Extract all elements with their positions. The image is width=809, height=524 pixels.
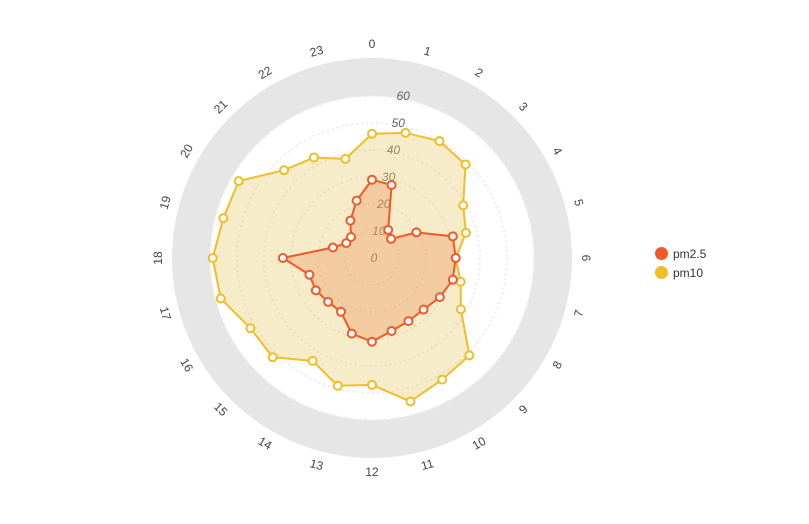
data-point[interactable] — [215, 293, 226, 304]
angle-tick-label: 20 — [177, 141, 196, 160]
angle-tick-label: 23 — [308, 43, 325, 60]
angle-tick-label: 22 — [256, 63, 275, 82]
angle-tick-label: 1 — [422, 44, 432, 59]
radial-tick-label: 50 — [392, 116, 406, 130]
grid-circle-20 — [317, 203, 427, 313]
radial-tick-label: 60 — [396, 89, 410, 103]
data-point[interactable] — [245, 323, 256, 334]
data-point[interactable] — [460, 227, 471, 238]
data-point[interactable] — [400, 127, 411, 138]
angle-tick-label: 2 — [473, 65, 486, 81]
angle-tick-label: 18 — [151, 251, 165, 265]
legend-swatch-pm25 — [655, 247, 668, 260]
angle-tick-label: 13 — [308, 456, 325, 473]
angle-tick-label: 0 — [369, 37, 376, 51]
data-point[interactable] — [345, 215, 356, 226]
data-point[interactable] — [351, 195, 362, 206]
legend: pm2.5 pm10 — [655, 244, 706, 282]
angle-tick-label: 12 — [365, 465, 379, 479]
angle-tick-label: 17 — [157, 305, 174, 322]
data-point[interactable] — [218, 213, 229, 224]
data-point[interactable] — [458, 200, 469, 211]
angle-tick-label: 19 — [157, 194, 174, 211]
data-point[interactable] — [367, 336, 377, 347]
data-point[interactable] — [437, 374, 448, 385]
data-point[interactable] — [332, 380, 343, 391]
angle-tick-label: 15 — [211, 400, 231, 420]
radial-axis-labels: 0102030405060 — [371, 89, 410, 265]
angle-tick-label: 4 — [550, 145, 566, 158]
data-point[interactable] — [434, 136, 445, 147]
data-point[interactable] — [403, 316, 414, 327]
series-pm25 — [277, 174, 461, 347]
data-point[interactable] — [345, 231, 356, 242]
legend-swatch-pm10 — [655, 266, 668, 279]
data-point[interactable] — [447, 274, 458, 285]
data-point[interactable] — [386, 179, 397, 190]
data-point[interactable] — [277, 253, 288, 263]
radial-tick-label: 0 — [371, 251, 378, 265]
legend-item-pm10[interactable]: pm10 — [655, 263, 706, 282]
angle-tick-label: 21 — [211, 97, 231, 117]
data-point[interactable] — [418, 304, 429, 315]
data-point[interactable] — [405, 396, 416, 407]
plot-area — [210, 96, 534, 420]
data-point[interactable] — [460, 159, 471, 170]
data-point[interactable] — [340, 153, 351, 164]
radial-tick-label: 20 — [376, 197, 391, 211]
data-point[interactable] — [447, 231, 458, 242]
angle-tick-label: 8 — [550, 358, 566, 371]
data-point[interactable] — [367, 128, 377, 139]
angle-tick-label: 7 — [571, 308, 586, 318]
data-point[interactable] — [346, 328, 357, 339]
data-point[interactable] — [327, 242, 338, 253]
data-point[interactable] — [310, 285, 321, 296]
radial-tick-label: 40 — [387, 143, 401, 157]
angle-tick-label: 9 — [516, 402, 531, 417]
data-point[interactable] — [434, 292, 445, 303]
angle-tick-label: 6 — [579, 255, 593, 262]
data-point[interactable] — [308, 152, 319, 163]
data-point[interactable] — [386, 326, 397, 337]
data-point[interactable] — [304, 269, 315, 280]
data-point[interactable] — [464, 350, 475, 361]
angle-tick-label: 16 — [177, 356, 196, 375]
legend-label-pm10: pm10 — [673, 265, 704, 280]
grid-circle-60 — [209, 95, 535, 421]
data-point[interactable] — [367, 379, 377, 390]
data-point[interactable] — [335, 306, 346, 317]
data-point[interactable] — [279, 165, 290, 176]
angle-tick-label: 3 — [516, 99, 531, 114]
data-point[interactable] — [307, 355, 318, 366]
data-point[interactable] — [323, 296, 334, 307]
radial-tick-label: 10 — [372, 224, 386, 238]
legend-label-pm25: pm2.5 — [673, 246, 707, 261]
data-point[interactable] — [383, 224, 394, 235]
data-point[interactable] — [411, 227, 422, 238]
data-point[interactable] — [455, 304, 466, 315]
angle-tick-label: 5 — [571, 198, 586, 208]
data-point[interactable] — [450, 253, 461, 263]
data-point[interactable] — [367, 174, 377, 185]
data-point[interactable] — [386, 233, 397, 244]
grid-circle-10 — [344, 230, 400, 286]
grid-circle-50 — [236, 122, 508, 394]
data-point[interactable] — [455, 276, 466, 287]
angle-tick-label: 10 — [470, 434, 489, 453]
series-pm10 — [207, 127, 475, 407]
series-layer — [207, 127, 475, 407]
legend-item-pm25[interactable]: pm2.5 — [655, 244, 706, 263]
data-point[interactable] — [267, 352, 278, 363]
angle-tick-label: 14 — [256, 434, 275, 453]
angle-tick-label: 11 — [420, 456, 436, 473]
grid-circle-40 — [263, 149, 481, 367]
data-point[interactable] — [207, 253, 218, 263]
data-point[interactable] — [233, 176, 244, 187]
